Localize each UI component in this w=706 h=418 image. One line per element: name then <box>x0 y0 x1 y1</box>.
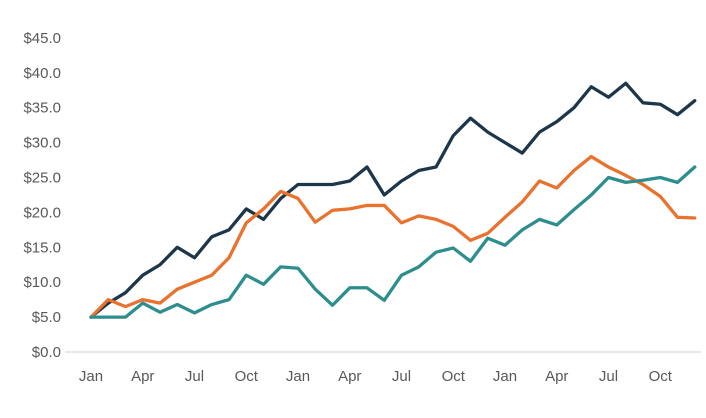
y-axis-label: $40.0 <box>23 65 61 82</box>
y-axis-label: $15.0 <box>23 239 61 256</box>
x-axis-label: Oct <box>442 368 466 385</box>
y-axis-label: $20.0 <box>23 204 61 221</box>
x-axis-label: Jan <box>286 368 310 385</box>
series-lines <box>89 81 697 319</box>
y-axis-labels: $45.0 $40.0 $35.0 $30.0 $25.0 $20.0 $15.0 $10.0… <box>23 30 61 361</box>
y-axis-label: $45.0 <box>23 30 61 47</box>
x-axis-label: Apr <box>338 368 361 385</box>
y-axis-label: $10.0 <box>23 274 61 291</box>
x-axis-label: Jul <box>392 368 411 385</box>
teal-series-line <box>89 165 697 319</box>
x-axis-label: Jul <box>599 368 618 385</box>
navy-series-line <box>89 81 697 319</box>
x-axis-label: Jul <box>185 368 204 385</box>
x-axis-label: Apr <box>545 368 568 385</box>
x-axis-label: Jan <box>79 368 103 385</box>
x-axis-label: Jan <box>493 368 517 385</box>
orange-series-line <box>89 154 697 319</box>
y-axis-label: $30.0 <box>23 135 61 152</box>
x-axis-label: Oct <box>649 368 673 385</box>
x-axis-label: Apr <box>131 368 154 385</box>
y-axis-label: $5.0 <box>32 309 61 326</box>
y-axis-label: $35.0 <box>23 100 61 117</box>
y-axis-label: $25.0 <box>23 170 61 187</box>
y-axis-label: $0.0 <box>32 344 61 361</box>
x-axis-label: Oct <box>235 368 259 385</box>
x-axis-labels: Jan Apr Jul Oct Jan Apr Jul Oct Jan Apr Jul Oct <box>79 368 673 385</box>
